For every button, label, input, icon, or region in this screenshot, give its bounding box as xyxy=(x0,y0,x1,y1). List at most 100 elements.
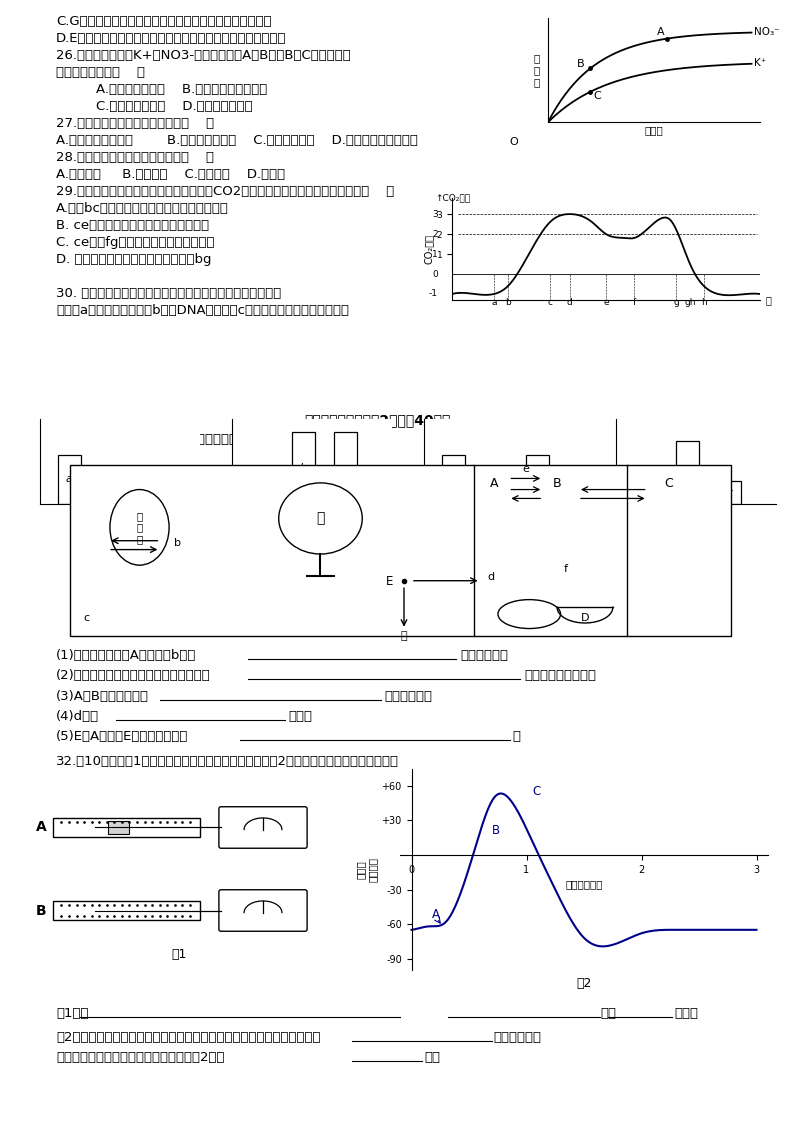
Text: h: h xyxy=(701,298,707,307)
Y-axis label: 膜电位
（毫伏）: 膜电位 （毫伏） xyxy=(356,857,378,882)
Text: 段。: 段。 xyxy=(424,1050,440,1064)
Text: e: e xyxy=(603,298,609,307)
Bar xyxy=(250,472,273,504)
Text: c: c xyxy=(84,612,90,623)
Text: C: C xyxy=(500,508,508,521)
Text: 同的因素分别是（    ）: 同的因素分别是（ ） xyxy=(56,66,145,79)
Text: 肺: 肺 xyxy=(316,512,325,525)
Text: A: A xyxy=(432,908,440,921)
Ellipse shape xyxy=(110,489,169,565)
Text: 0: 0 xyxy=(432,269,438,278)
Text: C.G过程可表示甲状腺激素对神经系统的发育和功能的影响: C.G过程可表示甲状腺激素对神经系统的发育和功能的影响 xyxy=(56,15,272,28)
FancyBboxPatch shape xyxy=(219,807,307,848)
Text: c: c xyxy=(534,474,541,484)
Text: 时: 时 xyxy=(766,295,771,305)
Text: (3)A和B的交换是通过: (3)A和B的交换是通过 xyxy=(56,689,149,703)
Text: f: f xyxy=(632,298,636,307)
Text: D: D xyxy=(691,508,701,521)
Bar xyxy=(484,474,507,504)
Text: a: a xyxy=(450,474,457,484)
Text: 消
化
道: 消 化 道 xyxy=(136,511,142,544)
Text: (5)E和A相比，E中不含的成分是: (5)E和A相比，E中不含的成分是 xyxy=(56,730,188,744)
Text: D. 该植物进行光合作用的时间区段是bg: D. 该植物进行光合作用的时间区段是bg xyxy=(56,252,211,266)
Text: NO₃⁻: NO₃⁻ xyxy=(754,27,779,36)
Text: a: a xyxy=(491,298,497,307)
Text: （2）当神经受到适当刺激后，在兴奋部位，膜对离子的通透性发生变化，: （2）当神经受到适当刺激后，在兴奋部位，膜对离子的通透性发生变化， xyxy=(56,1031,321,1045)
Text: A.细胞不能继续分化        B.细胞内水分减少    C.细胞代谢缓慢    D.细胞内色素积累较多: A.细胞不能继续分化 B.细胞内水分减少 C.细胞代谢缓慢 D.细胞内色素积累较… xyxy=(56,134,418,147)
Text: 二、非选择题（每穲2分，共40分）: 二、非选择题（每穲2分，共40分） xyxy=(304,413,450,428)
Text: B: B xyxy=(577,59,584,69)
Text: (4)d表示: (4)d表示 xyxy=(56,710,99,723)
Text: 电位。: 电位。 xyxy=(674,1006,698,1020)
Text: A.减数分裂     B.有丝分裂    C.无丝分裂    D.二分裂: A.减数分裂 B.有丝分裂 C.无丝分裂 D.二分裂 xyxy=(56,168,285,181)
Text: （只写大写字母）。: （只写大写字母）。 xyxy=(524,669,596,683)
Bar xyxy=(58,455,81,504)
Text: -1: -1 xyxy=(429,290,438,299)
Text: c: c xyxy=(726,488,733,498)
Text: C: C xyxy=(664,478,673,490)
Text: g: g xyxy=(673,298,679,307)
Bar xyxy=(107,822,129,833)
Text: A: A xyxy=(490,478,498,490)
Text: A: A xyxy=(657,27,665,37)
Text: b: b xyxy=(505,298,511,307)
Text: 离子大量流向: 离子大量流向 xyxy=(494,1031,542,1045)
Text: A.影响bc段光合速率的外界因素只有光照强度: A.影响bc段光合速率的外界因素只有光照强度 xyxy=(56,201,229,215)
Text: 图2: 图2 xyxy=(576,977,592,990)
Bar xyxy=(292,432,315,504)
Text: D: D xyxy=(581,612,590,623)
Text: 31.（10分）根据下面人体液分布及物质交换示意图回答问题：: 31.（10分）根据下面人体液分布及物质交换示意图回答问题： xyxy=(56,432,294,446)
Text: b: b xyxy=(684,468,691,478)
Text: (2)人体细胞赖以生存的内环境包括图中的: (2)人体细胞赖以生存的内环境包括图中的 xyxy=(56,669,210,683)
Bar xyxy=(334,432,358,504)
Text: C. ce段与fg段光合速率下降的原因相同: C. ce段与fg段光合速率下降的原因相同 xyxy=(56,235,214,249)
Text: B. ce段下降主要是由于气孔关闭造成的: B. ce段下降主要是由于气孔关闭造成的 xyxy=(56,218,209,232)
Text: b: b xyxy=(300,463,307,473)
Text: c: c xyxy=(547,298,553,307)
Text: A.载体数量，能量    B.载体数量，离子浓度: A.载体数量，能量 B.载体数量，离子浓度 xyxy=(96,83,267,96)
Text: ↑CO₂吸收: ↑CO₂吸收 xyxy=(435,194,470,203)
Text: b: b xyxy=(174,539,182,549)
Text: 28.蛙的红细胞进行的细胞分裂是（    ）: 28.蛙的红细胞进行的细胞分裂是（ ） xyxy=(56,151,214,164)
Text: C: C xyxy=(532,786,541,798)
Text: 结构进行的。: 结构进行的。 xyxy=(384,689,432,703)
Text: b: b xyxy=(492,484,499,495)
Text: 体数（a）、染色单体数（b）、DNA分子数（c）的关系可表示为图中哪一项: 体数（a）、染色单体数（b）、DNA分子数（c）的关系可表示为图中哪一项 xyxy=(56,303,349,317)
Text: c: c xyxy=(150,489,157,499)
Ellipse shape xyxy=(278,483,362,554)
Bar xyxy=(100,483,123,504)
Bar xyxy=(718,481,742,504)
Bar xyxy=(442,455,465,504)
Text: A: A xyxy=(36,821,47,834)
Text: A: A xyxy=(116,508,124,521)
Text: D.E过程具有使血液中的激素维持在相对稳定的正常水平的作用: D.E过程具有使血液中的激素维持在相对稳定的正常水平的作用 xyxy=(56,32,286,45)
Text: a: a xyxy=(66,474,73,484)
Text: 尿: 尿 xyxy=(401,631,407,641)
Text: e: e xyxy=(522,464,530,474)
Text: B: B xyxy=(553,478,562,490)
Text: 作用。: 作用。 xyxy=(288,710,312,723)
Text: K⁺: K⁺ xyxy=(754,58,766,68)
Y-axis label: CO₂吸收: CO₂吸收 xyxy=(424,234,434,264)
Text: C.能量，载体数量    D.能量，离子浓度: C.能量，载体数量 D.能量，离子浓度 xyxy=(96,100,253,113)
Bar xyxy=(53,901,200,919)
Text: 29.下图为某种植物在夏季晴天的一昼夜内CO2吸收量的变化情况，正确的判断是（    ）: 29.下图为某种植物在夏季晴天的一昼夜内CO2吸收量的变化情况，正确的判断是（ … xyxy=(56,185,394,198)
Text: 图1: 图1 xyxy=(171,949,186,961)
Bar xyxy=(526,455,550,504)
Text: E: E xyxy=(386,575,394,589)
X-axis label: 氮浓度: 氮浓度 xyxy=(645,125,663,135)
Text: 2: 2 xyxy=(432,230,438,239)
Text: C: C xyxy=(594,91,602,101)
Text: 27.下列哪项不是细胞衰老的特征（    ）: 27.下列哪项不是细胞衰老的特征（ ） xyxy=(56,117,214,130)
Bar xyxy=(676,441,699,504)
Text: 3: 3 xyxy=(432,209,438,218)
Text: 26.如图所示为吸收K+和NO3-的曲线，影响A、B点和B、C点吸收量不: 26.如图所示为吸收K+和NO3-的曲线，影响A、B点和B、C点吸收量不 xyxy=(56,49,350,62)
Text: 30. 有丝分裂过程中的动物细胞，当中心体移向两极时，染色: 30. 有丝分裂过程中的动物细胞，当中心体移向两极时，染色 xyxy=(56,286,282,300)
Text: a: a xyxy=(642,488,649,498)
Text: 方式进行的。: 方式进行的。 xyxy=(460,649,508,662)
Text: B: B xyxy=(36,903,47,918)
Text: f: f xyxy=(564,564,568,574)
Text: 32.（10分）下图1是测量神经纤维膜内外电位的装置，图2是测得的膜电位变化。请回答：: 32.（10分）下图1是测量神经纤维膜内外电位的装置，图2是测得的膜电位变化。请… xyxy=(56,755,399,769)
Bar xyxy=(53,818,200,837)
Text: 膜内，引起电位逐步变化，此时相当于图2中的: 膜内，引起电位逐步变化，此时相当于图2中的 xyxy=(56,1050,225,1064)
